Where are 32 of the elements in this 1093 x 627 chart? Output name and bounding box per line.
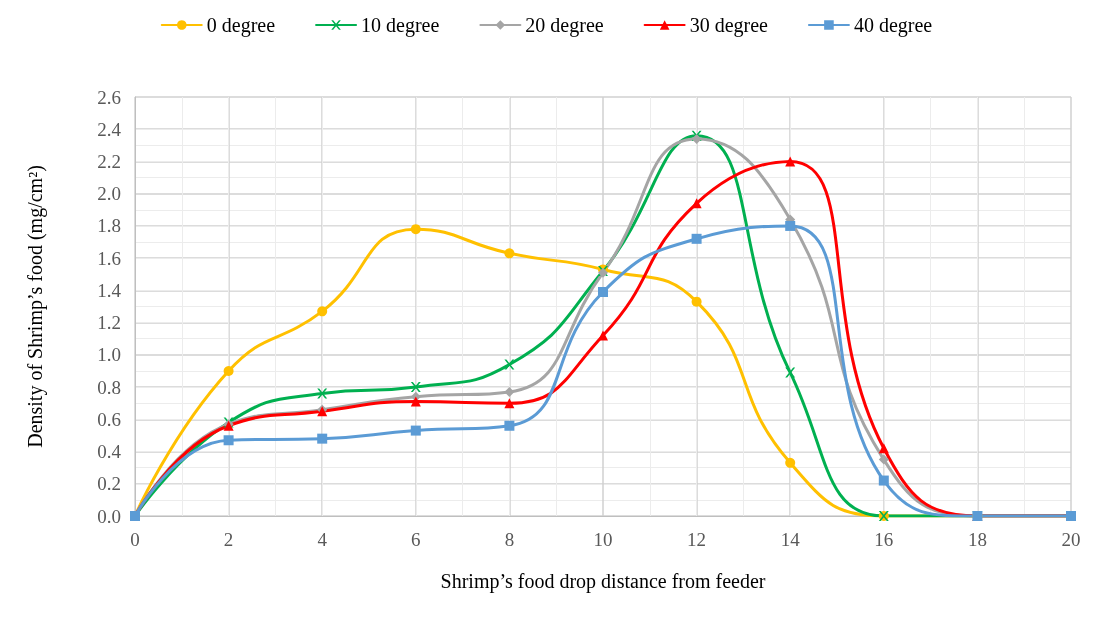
x-tick-label: 10 <box>593 529 613 550</box>
y-tick-label: 2.2 <box>97 150 121 172</box>
x-tick-label: 16 <box>874 529 894 550</box>
x-tick-label: 0 <box>130 529 140 550</box>
x-tick-label: 20 <box>1061 529 1081 550</box>
x-tick-label: 6 <box>411 529 421 550</box>
x-tick-label: 14 <box>780 529 801 550</box>
x-tick-label: 12 <box>687 529 707 550</box>
y-tick-label: 2.6 <box>97 86 121 108</box>
y-tick-label: 0.8 <box>97 376 121 398</box>
y-tick-label: 1.8 <box>97 215 121 237</box>
y-tick-label: 2.4 <box>97 118 122 140</box>
y-tick-label: 0.6 <box>97 408 121 430</box>
y-tick-label: 1.2 <box>97 312 121 334</box>
y-tick-label: 0.4 <box>97 441 122 463</box>
x-tick-label: 4 <box>317 529 328 550</box>
legend-label: 10 degree <box>361 14 440 37</box>
x-axis-title: Shrimp’s food drop distance from feeder <box>440 570 766 593</box>
x-tick-label: 18 <box>967 529 987 550</box>
y-axis-title: Density of Shrimp’s food (mg/cm²) <box>24 165 47 448</box>
y-tick-label: 1.4 <box>97 279 122 301</box>
y-tick-label: 0.2 <box>97 473 121 495</box>
y-tick-label: 0.0 <box>97 505 121 527</box>
x-tick-label: 8 <box>504 529 515 550</box>
y-tick-label: 2.0 <box>97 183 121 205</box>
y-tick-label: 1.0 <box>97 344 121 366</box>
legend-label: 30 degree <box>689 14 769 37</box>
y-tick-label: 1.6 <box>97 247 121 269</box>
legend-label: 20 degree <box>525 14 604 37</box>
legend-label: 0 degree <box>206 14 276 37</box>
x-tick-label: 2 <box>223 529 234 550</box>
legend-label: 40 degree <box>853 14 933 37</box>
